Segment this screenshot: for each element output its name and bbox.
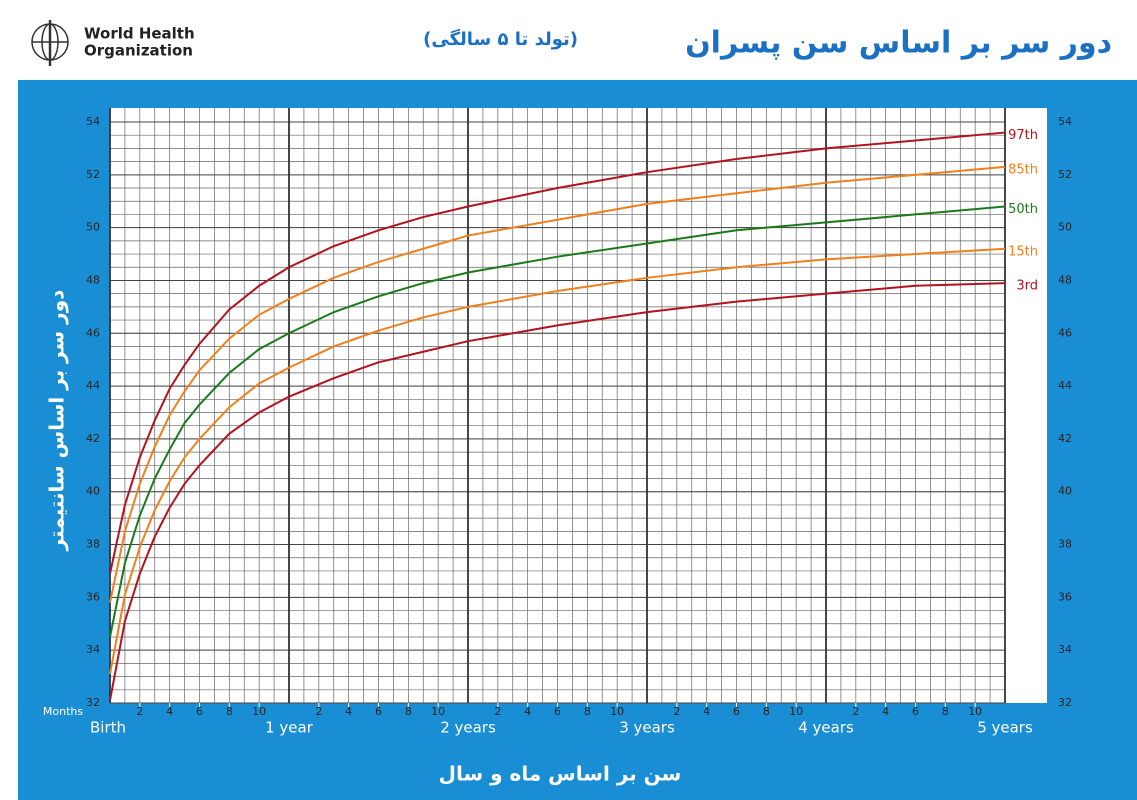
series-line [109,247,1006,675]
chart-title: دور سر بر اساس سن پسران [685,26,1112,61]
x-tick-label: 8 [942,705,949,718]
y-tick-label: 36 [1058,590,1072,603]
plot-area [110,108,1047,703]
who-logo [31,20,69,66]
y-tick-label: 50 [1058,221,1072,234]
y-tick-label: 54 [86,115,100,128]
org-name: World Health [84,25,195,43]
x-tick-label: Birth [90,719,126,737]
y-tick-label: 50 [86,221,100,234]
series-line [109,131,1006,574]
x-tick-label: 8 [763,705,770,718]
x-tick-label: 2 [136,705,143,718]
x-tick-label: 10 [789,705,803,718]
y-tick-label: 48 [86,273,100,286]
y-tick-label: 38 [1058,538,1072,551]
y-tick-label: 34 [1058,643,1072,656]
series-line [109,165,1006,603]
x-tick-label: 8 [226,705,233,718]
y-tick-label: 46 [1058,326,1072,339]
x-tick-label: 6 [733,705,740,718]
legend-label: 97th [1008,128,1038,143]
org-name: Organization [84,42,193,60]
y-tick-label: 44 [86,379,100,392]
x-tick-label: 2 [315,705,322,718]
x-tick-label: 2 [673,705,680,718]
y-tick-label: 40 [86,485,100,498]
series-line [109,205,1006,638]
x-tick-label: 3 years [619,719,675,737]
series-line [109,282,1006,701]
legend-label: 85th [1008,162,1038,177]
x-tick-label: 8 [405,705,412,718]
y-tick-label: 52 [86,168,100,181]
y-tick-label: 40 [1058,485,1072,498]
x-tick-label: 4 [345,705,352,718]
y-tick-label: 36 [86,590,100,603]
legend-label: 15th [1008,244,1038,259]
x-tick-label: 6 [912,705,919,718]
y-tick-label: 48 [1058,273,1072,286]
y-tick-label: 54 [1058,115,1072,128]
y-tick-label: 44 [1058,379,1072,392]
y-tick-label: 52 [1058,168,1072,181]
y-tick-label: 38 [86,538,100,551]
y-tick-label: 34 [86,643,100,656]
x-tick-label: 10 [431,705,445,718]
x-tick-label: 5 years [977,719,1033,737]
x-tick-label: 2 [494,705,501,718]
x-axis-label: سن بر اساس ماه و سال [439,762,682,786]
x-tick-label: 6 [375,705,382,718]
y-tick-label: 42 [86,432,100,445]
x-tick-label: 4 [703,705,710,718]
x-tick-label: 4 [166,705,173,718]
y-tick-label: 32 [86,696,100,709]
chart-subtitle: (تولد تا ۵ سالگی) [423,28,578,50]
x-tick-label: 6 [554,705,561,718]
x-tick-label: 8 [584,705,591,718]
legend-label: 50th [1008,202,1038,217]
y-tick-label: 42 [1058,432,1072,445]
x-tick-label: 4 [882,705,889,718]
x-tick-label: 4 [524,705,531,718]
x-tick-label: 10 [968,705,982,718]
x-tick-label: 10 [252,705,266,718]
legend-label: 3rd [1016,279,1038,294]
x-tick-label: 1 year [265,719,314,737]
y-tick-label: 32 [1058,696,1072,709]
x-tick-label: 4 years [798,719,854,737]
y-tick-label: 46 [86,326,100,339]
x-tick-label: 2 years [440,719,496,737]
y-axis-label: دور سر بر اساس سانتیمتر [45,290,69,552]
x-tick-label: 6 [196,705,203,718]
x-tick-label: 2 [852,705,859,718]
x-tick-label: 10 [610,705,624,718]
x-unit-label: Months [43,705,83,718]
